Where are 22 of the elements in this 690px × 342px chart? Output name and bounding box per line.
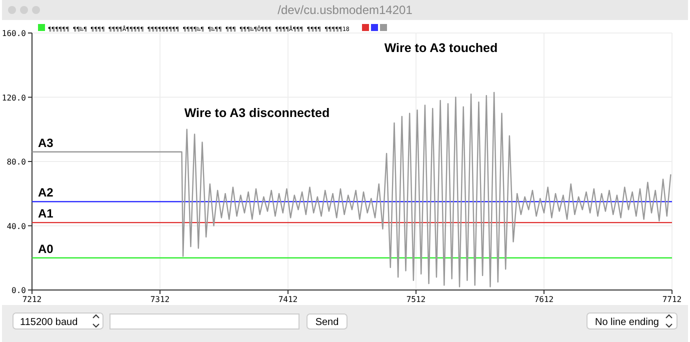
line-series [31,92,672,288]
x-tick-label: 7312 [150,295,170,304]
annotation: Wire to A3 touched [384,41,498,55]
y-tick-label: 0.0 [12,286,26,295]
x-tick-label: 7412 [278,295,298,304]
series-label: A3 [38,136,54,150]
x-tick-label: 7512 [406,295,426,304]
series-label: A0 [38,242,54,256]
y-tick-label: 160.0 [2,29,26,38]
y-tick-label: 120.0 [2,93,26,102]
send-button: Send [306,314,348,330]
line-ending-dropdown: No line ending [586,312,678,330]
series-label: A2 [38,186,54,200]
y-tick-label: 80.0 [6,158,26,166]
x-tick-label: 7712 [662,295,682,304]
y-tick-label: 40.0 [6,222,26,231]
series-label: A1 [38,206,54,221]
chart-title: /dev/cu.usbmodem14201 [278,3,413,17]
x-tick-label: 7212 [22,295,42,304]
baud-dropdown: 115200 baud [12,312,104,330]
annotation: Wire to A3 disconnected [184,106,330,120]
x-tick-label: 7612 [534,295,554,304]
